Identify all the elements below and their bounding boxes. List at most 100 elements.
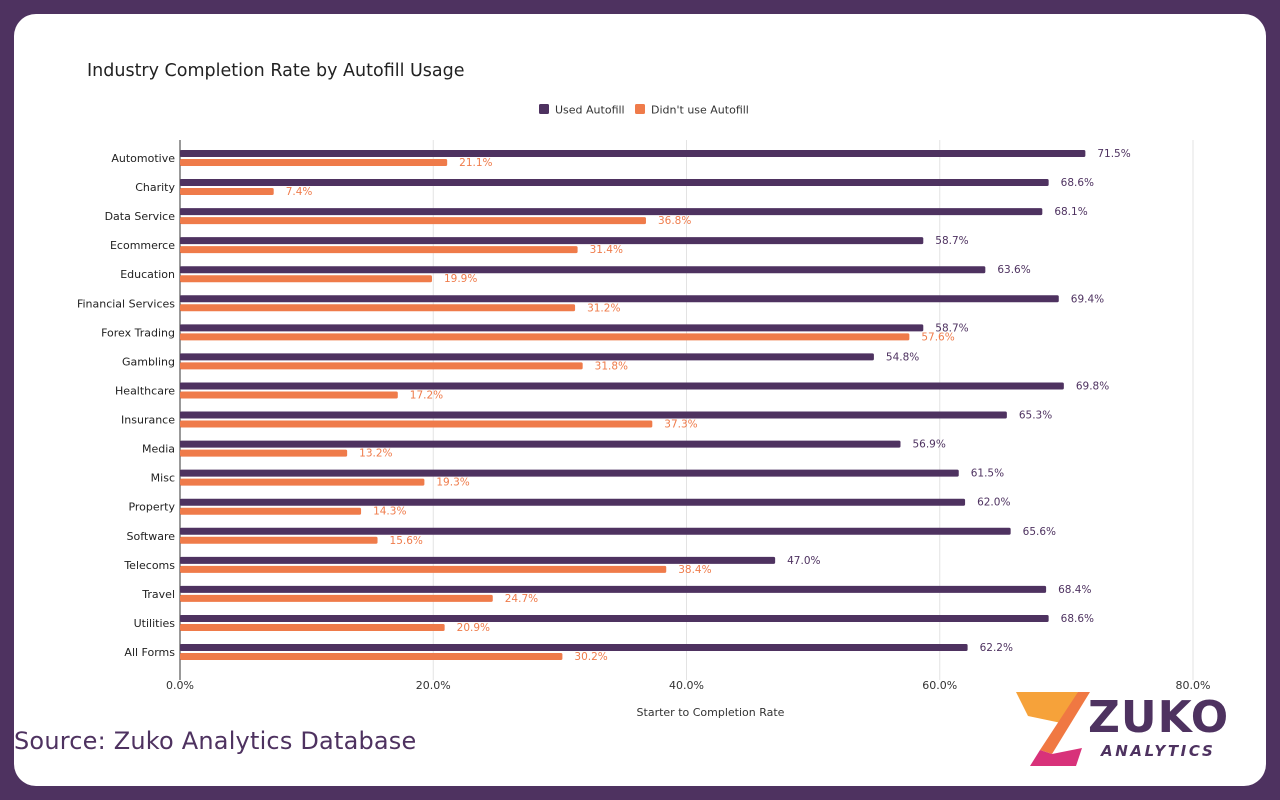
category-label: Media	[142, 443, 175, 456]
data-label-unused: 31.8%	[595, 360, 628, 372]
bar-no-autofill	[180, 159, 448, 166]
bar-used-autofill	[180, 353, 874, 361]
data-label-unused: 31.2%	[587, 302, 620, 314]
category-label: Healthcare	[115, 384, 175, 397]
data-label-used: 69.4%	[1071, 293, 1104, 305]
bar-used-autofill	[180, 382, 1064, 390]
bar-used-autofill	[180, 614, 1049, 622]
x-tick-label: 0.0%	[166, 679, 194, 692]
data-label-unused: 31.4%	[590, 244, 623, 256]
data-label-used: 62.0%	[977, 497, 1010, 509]
category-label: Telecoms	[123, 559, 175, 572]
bar-no-autofill	[180, 333, 910, 341]
chart-title: Industry Completion Rate by Autofill Usa…	[87, 61, 465, 81]
data-label-used: 58.7%	[935, 235, 968, 247]
data-label-used: 62.2%	[980, 642, 1013, 654]
category-label: Education	[120, 268, 175, 281]
bar-used-autofill	[180, 527, 1011, 535]
legend-label-1: Didn't use Autofill	[651, 104, 749, 117]
x-tick-label: 40.0%	[669, 679, 704, 692]
data-label-used: 58.7%	[935, 322, 968, 334]
category-label: Travel	[141, 588, 175, 601]
data-label-used: 68.1%	[1054, 206, 1087, 218]
data-label-used: 68.4%	[1058, 584, 1091, 596]
data-label-used: 65.6%	[1023, 526, 1056, 538]
legend-swatch-0	[539, 104, 549, 114]
x-tick-label: 80.0%	[1176, 679, 1211, 692]
category-label: Gambling	[122, 355, 175, 368]
data-label-unused: 38.4%	[678, 564, 711, 576]
bar-used-autofill	[180, 179, 1049, 187]
data-label-used: 47.0%	[787, 555, 820, 567]
bar-used-autofill	[180, 237, 924, 245]
data-label-unused: 57.6%	[921, 331, 954, 343]
bar-no-autofill	[180, 217, 646, 225]
data-label-unused: 19.9%	[444, 273, 477, 285]
bar-used-autofill	[180, 266, 986, 274]
bar-used-autofill	[180, 440, 901, 448]
bar-no-autofill	[180, 275, 432, 283]
category-label: Data Service	[105, 210, 176, 223]
data-label-used: 56.9%	[912, 439, 945, 451]
bar-no-autofill	[180, 536, 378, 544]
bar-no-autofill	[180, 188, 274, 196]
legend-label-0: Used Autofill	[555, 104, 625, 117]
bar-used-autofill	[180, 498, 966, 506]
bar-used-autofill	[180, 150, 1086, 157]
data-label-used: 71.5%	[1097, 148, 1130, 160]
bar-used-autofill	[180, 644, 968, 652]
bar-chart: Industry Completion Rate by Autofill Usa…	[77, 61, 1211, 719]
bar-no-autofill	[180, 594, 493, 602]
bar-used-autofill	[180, 585, 1047, 593]
category-label: Property	[128, 501, 175, 514]
bar-no-autofill	[180, 653, 563, 661]
category-label: Charity	[135, 181, 175, 194]
bar-no-autofill	[180, 391, 398, 399]
bar-no-autofill	[180, 246, 578, 254]
bar-no-autofill	[180, 304, 576, 312]
category-label: Utilities	[134, 617, 176, 630]
source-caption: Source: Zuko Analytics Database	[14, 727, 417, 755]
data-label-unused: 17.2%	[410, 389, 443, 401]
data-label-unused: 30.2%	[574, 651, 607, 663]
data-label-unused: 21.1%	[459, 157, 492, 169]
category-label: All Forms	[124, 646, 175, 659]
data-label-used: 63.6%	[997, 264, 1030, 276]
bar-no-autofill	[180, 478, 425, 486]
category-label: Automotive	[111, 152, 175, 165]
category-label: Software	[127, 530, 176, 543]
data-label-used: 69.8%	[1076, 380, 1109, 392]
data-label-unused: 20.9%	[457, 622, 490, 634]
bar-used-autofill	[180, 208, 1043, 216]
chart-card: Industry Completion Rate by Autofill Usa…	[14, 14, 1266, 786]
data-label-unused: 24.7%	[505, 593, 538, 605]
data-label-used: 65.3%	[1019, 410, 1052, 422]
data-label-used: 61.5%	[971, 468, 1004, 480]
legend-swatch-1	[635, 104, 645, 114]
data-label-unused: 37.3%	[664, 419, 697, 431]
logo-subtitle: ANALYTICS	[1101, 742, 1216, 760]
data-label-unused: 13.2%	[359, 448, 392, 460]
bar-no-autofill	[180, 565, 667, 573]
bar-used-autofill	[180, 324, 924, 332]
data-label-unused: 14.3%	[373, 506, 406, 518]
x-tick-label: 60.0%	[922, 679, 957, 692]
data-label-unused: 19.3%	[436, 477, 469, 489]
category-label: Ecommerce	[110, 239, 175, 252]
x-tick-label: 20.0%	[416, 679, 451, 692]
bar-no-autofill	[180, 449, 348, 457]
x-axis-label: Starter to Completion Rate	[637, 706, 785, 719]
data-label-used: 68.6%	[1061, 177, 1094, 189]
data-label-unused: 7.4%	[286, 186, 313, 198]
bar-no-autofill	[180, 362, 583, 370]
bar-used-autofill	[180, 411, 1007, 419]
bar-no-autofill	[180, 623, 445, 631]
logo-wordmark: ZUKO	[1088, 692, 1230, 743]
bar-used-autofill	[180, 556, 776, 564]
zuko-logo	[1016, 692, 1090, 766]
data-label-used: 54.8%	[886, 351, 919, 363]
data-label-unused: 36.8%	[658, 215, 691, 227]
data-label-unused: 15.6%	[390, 535, 423, 547]
category-label: Misc	[151, 472, 175, 485]
bar-used-autofill	[180, 295, 1059, 303]
